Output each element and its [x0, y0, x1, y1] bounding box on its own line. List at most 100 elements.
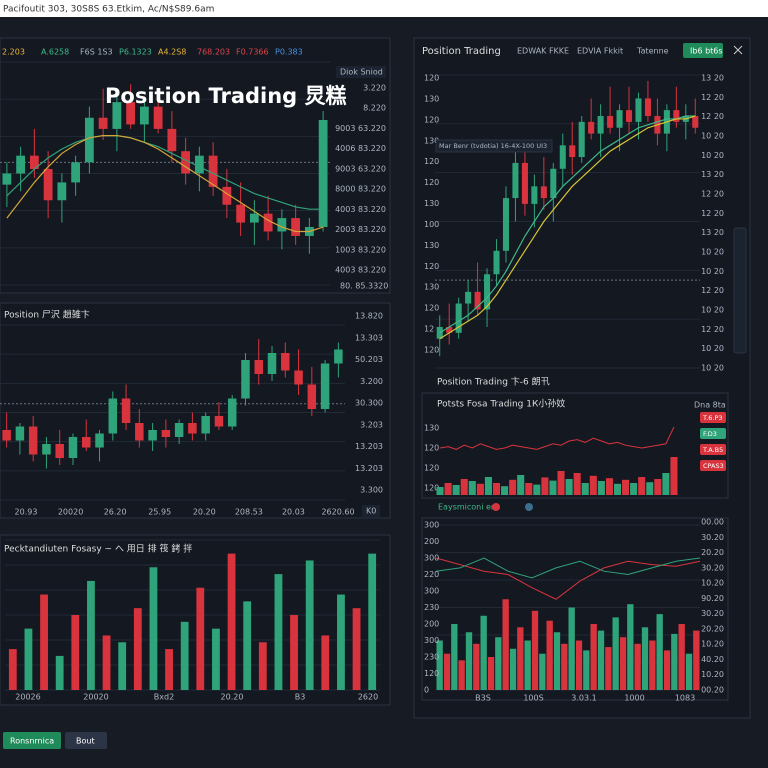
bar	[243, 601, 252, 690]
volume-bar	[468, 481, 476, 495]
axis-label: 12 20	[701, 112, 724, 121]
bar	[575, 640, 583, 690]
trend-line	[435, 557, 701, 600]
axis-label: 30.20	[701, 533, 724, 542]
candle-body	[267, 353, 277, 374]
candle-body	[208, 155, 218, 187]
x-axis-label: Bxd2	[154, 693, 174, 702]
x-axis-label: 25.95	[148, 508, 171, 517]
moving-average	[439, 115, 696, 334]
volume-bar	[597, 481, 605, 495]
axis-label: 130	[424, 136, 439, 145]
panel-title: Pecktandiuten Fosasy ~ へ 用日 排 筏 銬 拌	[4, 543, 192, 555]
legend-label: Eaysmiconi ere	[438, 503, 499, 512]
volume-bar	[654, 479, 662, 495]
candle-body	[153, 106, 163, 129]
volume-bar	[605, 478, 613, 495]
button[interactable]	[65, 732, 107, 749]
x-axis-label: 1000	[624, 694, 644, 703]
axis-label: 13 20	[701, 228, 724, 237]
candle-body	[540, 186, 547, 199]
candle-body	[181, 151, 191, 174]
candle-body	[455, 303, 462, 333]
axis-label: 9003 63.220	[335, 124, 386, 133]
bar	[678, 624, 685, 690]
axis-label: 10.20	[701, 579, 724, 588]
axis-label: 120	[424, 346, 439, 355]
axis-label: 40.20	[701, 655, 724, 664]
axis-label: 12 20	[701, 286, 724, 295]
candle-body	[625, 110, 633, 122]
axis-label: 4006 83.220	[335, 144, 386, 153]
x-axis-label: 20026	[15, 693, 40, 702]
bar	[305, 560, 314, 690]
volume-bar	[517, 475, 525, 495]
candle-body	[334, 349, 343, 364]
bar	[337, 594, 345, 690]
axis-label: 30.20	[701, 609, 724, 618]
bar	[321, 635, 330, 690]
tab: EDWAK FKKE	[517, 47, 569, 56]
x-axis-label: B3S	[475, 694, 491, 703]
button[interactable]	[3, 732, 61, 749]
moving-average	[6, 134, 324, 233]
bar	[180, 621, 189, 690]
bar	[605, 647, 612, 690]
bar	[212, 628, 220, 690]
bar	[583, 650, 590, 690]
moving-average	[6, 134, 324, 210]
axis-label: 12 20	[701, 93, 724, 102]
bar	[102, 635, 111, 690]
candle-body	[55, 444, 64, 458]
bar	[553, 632, 561, 690]
candle-body	[201, 416, 210, 434]
bar	[539, 653, 546, 690]
bar	[627, 604, 634, 690]
volume-bar	[662, 473, 670, 495]
candle-body	[493, 250, 500, 275]
candle-body	[692, 116, 699, 128]
candle-body	[291, 218, 301, 236]
axis-label: 20.20	[701, 624, 724, 633]
candle-body	[277, 218, 287, 232]
volume-bar	[452, 485, 460, 495]
candle-body	[318, 119, 328, 228]
candle-body	[436, 326, 443, 339]
candle-body	[616, 110, 623, 128]
x-axis-label: 2620	[358, 693, 378, 702]
candle-body	[241, 360, 250, 399]
candle-body	[135, 423, 144, 441]
action-button[interactable]	[683, 43, 723, 58]
candle-body	[307, 384, 317, 409]
bar	[368, 553, 377, 690]
scrollbar[interactable]	[733, 227, 747, 354]
axis-label: 12 20	[701, 325, 724, 334]
candle-body	[121, 398, 131, 423]
badge-label: F.D3	[703, 430, 717, 438]
axis-label: 3.300	[360, 486, 383, 495]
ticker-label: P0.383	[275, 48, 303, 57]
candle-body	[2, 430, 11, 441]
axis-label: 300	[424, 636, 439, 645]
volume-bar	[476, 483, 484, 495]
bar	[561, 643, 568, 690]
candle-body	[294, 370, 303, 385]
volume-bar	[573, 473, 581, 495]
action-button-label: Ib6 bt6s	[690, 47, 723, 56]
tab: EDVIA Fkkit	[577, 47, 623, 56]
x-axis-label: 2620.60	[321, 508, 354, 517]
close-button[interactable]	[733, 45, 743, 55]
axis-label: 13 20	[701, 170, 724, 179]
candle-body	[673, 110, 680, 122]
candle-body	[281, 353, 290, 371]
candle-body	[42, 444, 51, 455]
axis-label: 130	[424, 94, 439, 103]
bar	[568, 607, 575, 690]
candle-body	[521, 162, 528, 204]
bar	[517, 627, 524, 690]
axis-label: 120	[424, 74, 439, 83]
x-axis-label: 20020	[83, 693, 108, 702]
volume-bar	[613, 483, 622, 495]
